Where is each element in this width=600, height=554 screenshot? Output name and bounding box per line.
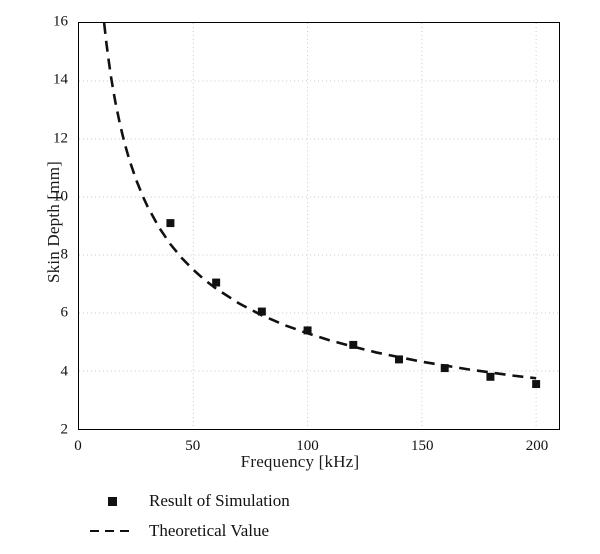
chart-legend: Result of Simulation Theoretical Value [85, 486, 505, 546]
square-marker-icon [85, 496, 139, 506]
dashed-line-icon [85, 526, 139, 536]
grid-lines [79, 23, 559, 429]
y-axis-title: Skin Depth [mm] [44, 161, 63, 283]
plot-area [78, 22, 560, 430]
simulation-result-points [166, 219, 541, 389]
legend-label-theoretical: Theoretical Value [149, 521, 270, 540]
y-tick-label: 4 [60, 363, 69, 380]
x-axis-title: Frequency [kHz] [240, 452, 360, 471]
y-tick-label: 10 [53, 188, 68, 205]
y-tick-label: 6 [60, 304, 69, 321]
theoretical-value-curve [102, 23, 537, 380]
x-tick-label: 0 [74, 438, 82, 454]
x-tick-label: 50 [185, 438, 201, 454]
x-tick-label: 150 [411, 438, 434, 454]
x-tick-label: 100 [296, 438, 319, 454]
y-tick-label: 16 [53, 13, 68, 30]
y-tick-label: 14 [53, 71, 68, 88]
x-tick-label: 200 [525, 438, 549, 454]
legend-item-simulation: Result of Simulation [85, 486, 505, 516]
legend-item-theoretical: Theoretical Value [85, 516, 505, 546]
y-tick-label: 2 [60, 421, 69, 438]
y-tick-label: 8 [60, 246, 69, 263]
y-tick-label: 12 [53, 130, 68, 147]
legend-label-simulation: Result of Simulation [149, 491, 290, 510]
